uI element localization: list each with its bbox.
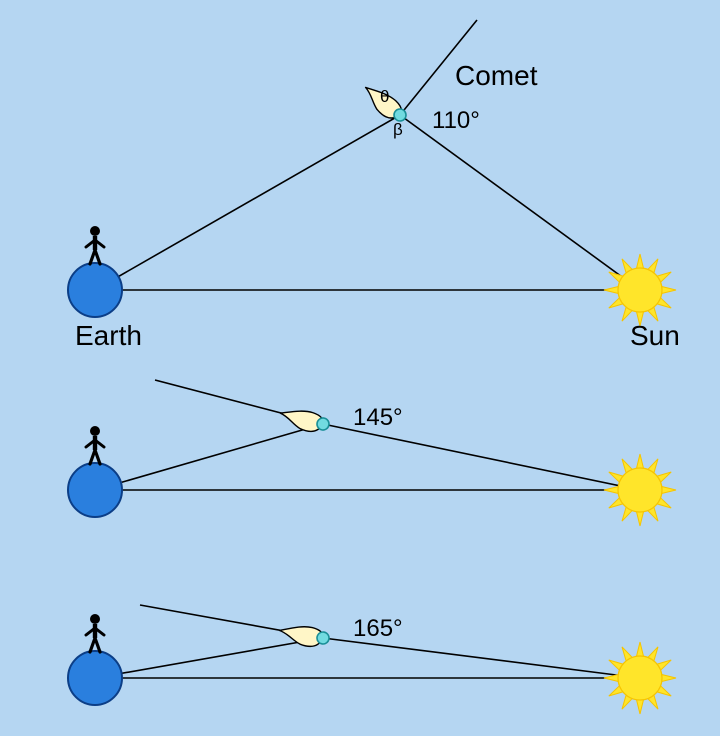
angle-label: 165°	[353, 615, 403, 642]
earth-icon	[68, 263, 122, 317]
theta-label: θ	[380, 87, 389, 106]
sun-label: Sun	[630, 320, 680, 351]
angle-label: 110°	[432, 107, 480, 134]
angle-label: 145°	[353, 404, 403, 431]
earth-icon	[68, 463, 122, 517]
beta-label: β	[393, 120, 403, 139]
earth-label: Earth	[75, 320, 142, 351]
comet-label: Comet	[455, 60, 538, 91]
earth-icon	[68, 651, 122, 705]
